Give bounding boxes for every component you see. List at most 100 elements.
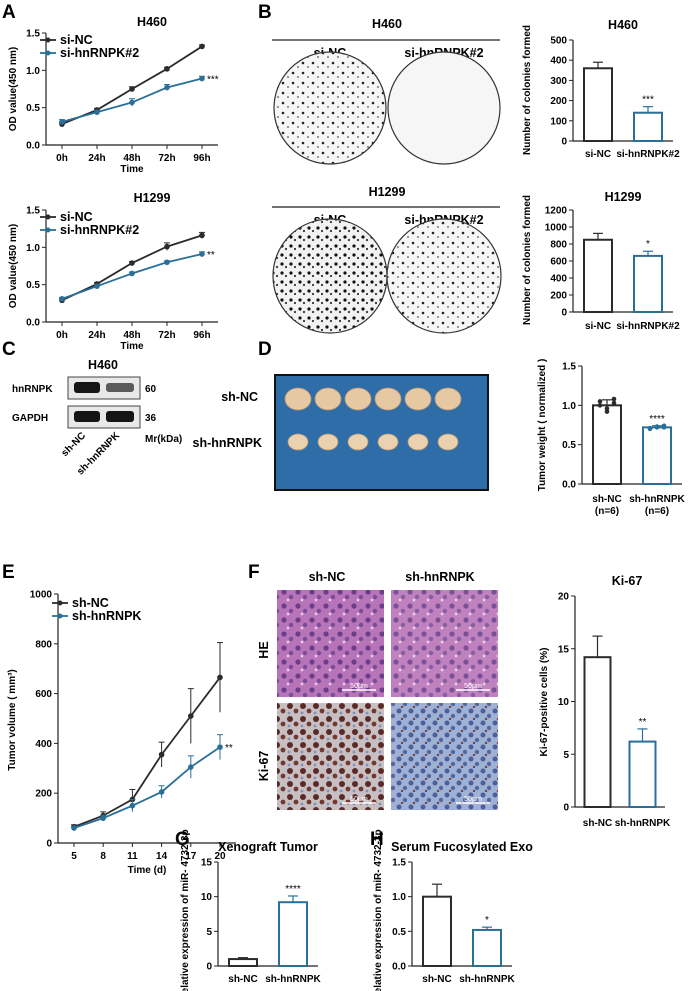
chart-f-ki67: 0 5 10 15 20 Ki-67 Ki-67-positive cells (%) sh-… (539, 574, 671, 829)
y-tick-label: 600 (550, 257, 567, 268)
colony-dish-sinc-h460 (273, 51, 387, 165)
chart-g-xenograft: 0 5 10 15 Xenograft Tumor Relative expression… (180, 829, 322, 991)
wb-band (106, 411, 134, 422)
tumor-specimen (347, 433, 369, 451)
significance-label: ** (225, 743, 233, 754)
tumor-row-shnc: sh-NC (221, 390, 258, 404)
data-point (597, 399, 603, 404)
bar-si-hnRNPK#2 (633, 254, 663, 313)
data-point (129, 270, 135, 277)
x-tick-label: 0h (56, 153, 68, 164)
legend-marker (45, 37, 51, 43)
chart-title: Xenograft Tumor (218, 840, 318, 854)
panel-label-d: D (258, 339, 272, 360)
bar-si-hnRNPK#2 (633, 111, 663, 143)
chart-b-h1299: 0 200 400 600 800 1000 1200 H1299 Number of colo… (522, 190, 680, 332)
tumor-photo: sh-NC sh-hnRNPK (193, 374, 489, 491)
chart-b-h460: 0 100 200 300 400 500 H460 Number of colonies f… (522, 18, 680, 160)
x-tick-label: sh-NC (422, 974, 451, 985)
x-tick-label: 14 (156, 851, 168, 862)
tumor-row-shhnrnpk: sh-hnRNPK (193, 436, 262, 450)
x-tick-label: 24h (88, 330, 105, 341)
ihc-image-ki67-shnc (277, 703, 384, 810)
y-axis-label: Ki-67-positive cells (%) (539, 648, 550, 757)
bar-sh-hnRNPK (472, 928, 502, 967)
significance-label: *** (207, 75, 219, 86)
y-tick-label: 0.5 (26, 103, 40, 114)
panel-label-f: F (248, 562, 260, 583)
significance-label: **** (285, 884, 301, 895)
chart-h-serum: 0.0 0.5 1.0 1.5 Serum Fucosylated Exo Relativ… (373, 829, 533, 991)
series-line-sh-hnRNPK (73, 746, 221, 829)
x-tick-label: sh-NC (583, 818, 612, 829)
data-point (94, 109, 100, 115)
chart-title: H1299 (134, 191, 171, 205)
tumor-specimen (344, 387, 372, 411)
significance-label: **** (649, 414, 665, 425)
legend-label: sh-NC (72, 596, 109, 610)
bar-si-NC (583, 238, 613, 313)
legend-marker (45, 227, 51, 233)
wb-band (106, 383, 134, 392)
ihc-image-he-shhnrnpk (391, 590, 498, 697)
wb-label-gapdh: GAPDH (12, 413, 48, 424)
data-point (199, 43, 205, 50)
significance-label: * (646, 239, 650, 250)
tumor-specimen (284, 387, 312, 411)
x-axis-label: Time (120, 164, 144, 175)
data-point (164, 66, 170, 72)
western-blot: H460 hnRNPK GAPDH 60 36 Mr(kDa) sh-NC sh… (12, 358, 182, 477)
y-tick-label: 100 (550, 116, 567, 127)
bar-sh-hnRNPK (628, 740, 657, 809)
x-tick-label: 5 (71, 851, 77, 862)
ihc-image-he-shnc (277, 590, 384, 697)
y-tick-label: 5 (206, 927, 212, 938)
y-tick-label: 0.0 (392, 962, 406, 973)
y-tick-label: 1.5 (26, 29, 40, 40)
x-tick-label: 72h (158, 153, 175, 164)
y-tick-label: 5 (563, 750, 569, 761)
y-tick-label: 1.5 (26, 206, 40, 217)
scale-bar-label: 50μm (464, 683, 482, 690)
scale-bar-label: 50μm (350, 796, 368, 803)
y-tick-label: 1.0 (26, 243, 40, 254)
data-point (164, 84, 170, 91)
y-axis-label: Relative expression of miR- 4732-3p (373, 829, 384, 991)
x-tick-label: 24h (88, 153, 105, 164)
data-point (611, 396, 617, 402)
colony-panel-h460: H460 si-NC si-hnRNPK#2 (272, 17, 501, 165)
x-tick-label: 72h (158, 330, 175, 341)
y-tick-label: 300 (550, 76, 567, 87)
colony-dish-sinc-h1299 (272, 218, 388, 334)
chart-d-tumor-weight: 0.0 0.5 1.0 1.5 Tumor weight ( normalized ) s… (537, 359, 686, 517)
y-tick-label: 15 (558, 644, 570, 655)
ihc-panel: sh-NC sh-hnRNPK HE Ki-67 50μm 50μm 50μm … (257, 570, 498, 810)
x-tick-label: 17 (185, 851, 197, 862)
y-tick-label: 200 (550, 96, 567, 107)
bar-sh-NC (228, 958, 258, 967)
colony-title-h1299: H1299 (369, 185, 406, 199)
legend-label: sh-hnRNPK (72, 609, 141, 623)
y-tick-label: 200 (550, 291, 567, 302)
wb-title: H460 (88, 358, 118, 372)
bar-sh-hnRNPK (n=6) (642, 426, 672, 485)
scale-bar-label: 50μm (464, 796, 482, 803)
panel-label-g: G (175, 829, 190, 850)
y-tick-label: 400 (35, 739, 52, 750)
x-tick-label: sh-hnRNPK (459, 974, 515, 985)
x-tick-label: sh-hnRNPK (629, 494, 685, 505)
data-point (129, 260, 135, 266)
bar-sh-hnRNPK (278, 901, 308, 967)
tumor-specimen (287, 433, 309, 451)
data-point (71, 825, 77, 831)
y-tick-label: 0 (563, 803, 569, 814)
chart-e-tumor-volume: 0 200 400 600 800 1000 5 8 11 14 17 20 Time (d) Tumor… (7, 590, 236, 876)
data-point (611, 400, 617, 406)
significance-label: * (485, 915, 489, 926)
tumor-specimen (314, 387, 342, 411)
y-tick-label: 0.5 (562, 440, 576, 451)
colony-dish-si-hnrnpk-h1299 (386, 218, 502, 334)
y-tick-label: 10 (558, 697, 570, 708)
ihc-row-he: HE (257, 641, 271, 658)
